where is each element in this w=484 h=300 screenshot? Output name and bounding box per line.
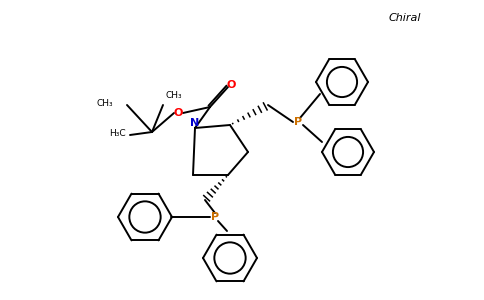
Text: O: O	[227, 80, 236, 90]
Text: CH₃: CH₃	[96, 98, 113, 107]
Text: Chiral: Chiral	[389, 13, 421, 23]
Text: CH₃: CH₃	[165, 92, 182, 100]
Text: P: P	[211, 212, 219, 222]
Text: N: N	[190, 118, 199, 128]
Text: H₃C: H₃C	[109, 128, 126, 137]
Text: P: P	[294, 117, 302, 127]
Text: O: O	[173, 108, 182, 118]
